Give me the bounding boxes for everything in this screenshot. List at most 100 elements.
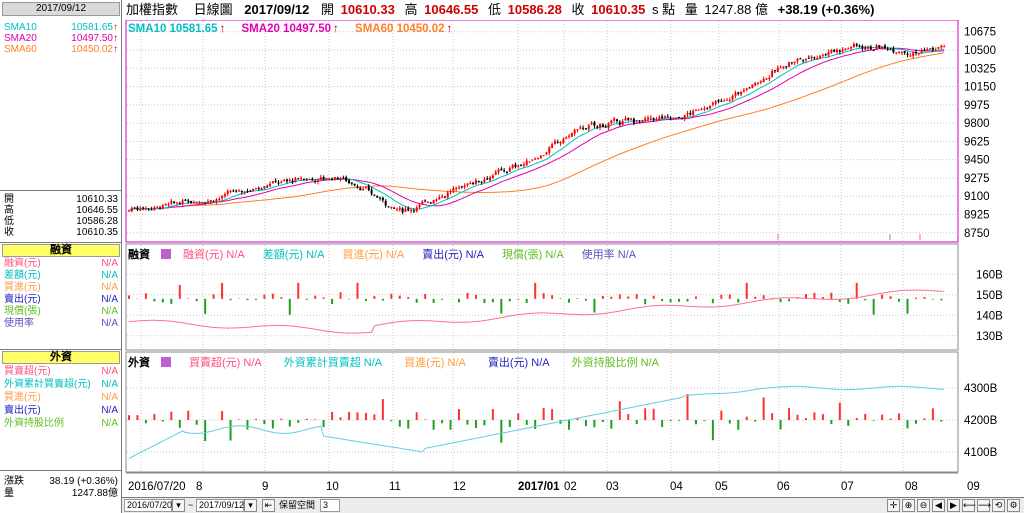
- candle-body: [133, 207, 136, 209]
- start-date-field[interactable]: 2016/07/20: [124, 499, 172, 512]
- settings-icon[interactable]: ⚙: [1007, 499, 1020, 512]
- foreign-bar-down: [398, 420, 401, 427]
- candle-body: [824, 54, 827, 56]
- margin-info-label: 差額(元): [4, 270, 41, 281]
- end-date-dropdown-icon[interactable]: ▾: [244, 499, 257, 512]
- low-value: 10586.28: [507, 2, 562, 17]
- low-label: 低: [487, 2, 501, 17]
- candle-body: [426, 201, 429, 203]
- candle-body: [793, 61, 796, 64]
- candle-body: [757, 82, 760, 84]
- pan-left-icon[interactable]: ⟵: [962, 499, 976, 512]
- foreign-bar-down: [246, 420, 249, 430]
- candle-body: [683, 115, 686, 119]
- foreign-bar-up: [644, 408, 647, 420]
- foreign-bar-down: [229, 420, 232, 441]
- margin-bar-down: [872, 298, 875, 315]
- candle-body: [398, 207, 401, 210]
- margin-bar-down: [517, 298, 520, 300]
- candle-body: [204, 202, 207, 204]
- candle-body: [858, 45, 861, 47]
- candle-body: [325, 178, 328, 180]
- candle-body: [407, 208, 410, 211]
- quote-date: 2017/09/12: [244, 2, 310, 17]
- candle-body: [582, 127, 585, 129]
- reset-view-icon[interactable]: ⟲: [992, 499, 1005, 512]
- margin-bar-down: [170, 298, 173, 304]
- foreign-bar-up: [813, 412, 816, 420]
- price-y-tick-label: 9450: [964, 155, 990, 167]
- candle-body: [666, 116, 669, 118]
- candle-body: [604, 126, 607, 128]
- candle-body: [742, 90, 745, 92]
- foreign-info-row: 賣出(元) N/A: [4, 405, 120, 416]
- candle-body: [542, 155, 545, 157]
- start-date-dropdown-icon[interactable]: ▾: [172, 499, 185, 512]
- candle-body: [322, 176, 325, 180]
- candle-body: [449, 191, 452, 193]
- candle-body: [728, 100, 731, 102]
- end-date-field[interactable]: 2017/09/12: [196, 499, 244, 512]
- foreign-bar-up: [221, 411, 224, 420]
- ohlc-info-value: 10586.28: [76, 216, 118, 227]
- scroll-right-icon[interactable]: ▶: [947, 499, 960, 512]
- margin-legend-item: 買進(元) N/A: [342, 248, 404, 261]
- margin-y-tick-label: 160B: [976, 269, 1003, 281]
- candle-body: [926, 48, 929, 50]
- candle-body: [263, 186, 266, 189]
- margin-info-value: N/A: [101, 282, 118, 293]
- candle-body: [852, 44, 855, 48]
- candle-body: [754, 83, 757, 86]
- candle-body: [740, 91, 743, 95]
- margin-bar-down: [254, 298, 257, 300]
- candle-body: [548, 147, 551, 153]
- sma-legend-item: SMA20 10497.50: [242, 23, 332, 35]
- ohlc-info-label: 開: [4, 194, 14, 205]
- margin-panel-title: 融資: [128, 247, 150, 261]
- zoom-out-icon[interactable]: ⊖: [917, 499, 930, 512]
- candle-body: [675, 118, 678, 120]
- candle-body: [759, 81, 762, 83]
- margin-info-value: N/A: [101, 258, 118, 269]
- candle-body: [249, 190, 252, 192]
- foreign-bar-down: [178, 420, 181, 428]
- candle-body: [898, 51, 901, 53]
- x-tick-label: 06: [777, 481, 790, 493]
- pan-right-icon[interactable]: ⟶: [977, 499, 991, 512]
- up-arrow-icon: ↑: [333, 23, 339, 35]
- foreign-bar-down: [466, 420, 469, 425]
- margin-bar-up: [221, 282, 224, 299]
- foreign-bar-up: [788, 408, 791, 420]
- sma-legend-item: SMA60 10450.02: [355, 23, 445, 35]
- candle-body: [906, 53, 909, 55]
- candle-body: [779, 67, 782, 69]
- candle-body: [500, 168, 503, 171]
- candle-body: [917, 53, 920, 55]
- zoom-in-icon[interactable]: ⊕: [902, 499, 915, 512]
- price-y-tick-label: 8925: [964, 210, 990, 222]
- candle-body: [799, 58, 802, 60]
- candle-body: [339, 177, 342, 180]
- foreign-bar-down: [449, 420, 452, 430]
- margin-bar-up: [263, 294, 266, 299]
- candle-body: [692, 110, 695, 115]
- foreign-info-row: 外資持股比例 N/A: [4, 418, 120, 429]
- margin-bar-down: [940, 298, 943, 301]
- reserve-space-field[interactable]: 3: [320, 499, 340, 512]
- foreign-bar-up: [720, 410, 723, 420]
- high-label: 高: [404, 2, 418, 17]
- foreign-bar-down: [678, 420, 681, 421]
- margin-info-row: 使用率 N/A: [4, 318, 120, 329]
- candle-body: [240, 190, 243, 193]
- candle-body: [184, 199, 187, 201]
- crosshair-icon[interactable]: ✛: [887, 499, 900, 512]
- scroll-start-icon[interactable]: ⇤: [262, 499, 275, 512]
- scroll-left-icon[interactable]: ◀: [932, 499, 945, 512]
- foreign-bar-down: [728, 420, 731, 424]
- margin-bar-up: [601, 295, 604, 299]
- candle-body: [717, 100, 720, 102]
- margin-info-row: 差額(元) N/A: [4, 270, 120, 281]
- candle-body: [170, 200, 173, 204]
- candle-body: [429, 202, 432, 204]
- candle-body: [201, 202, 204, 205]
